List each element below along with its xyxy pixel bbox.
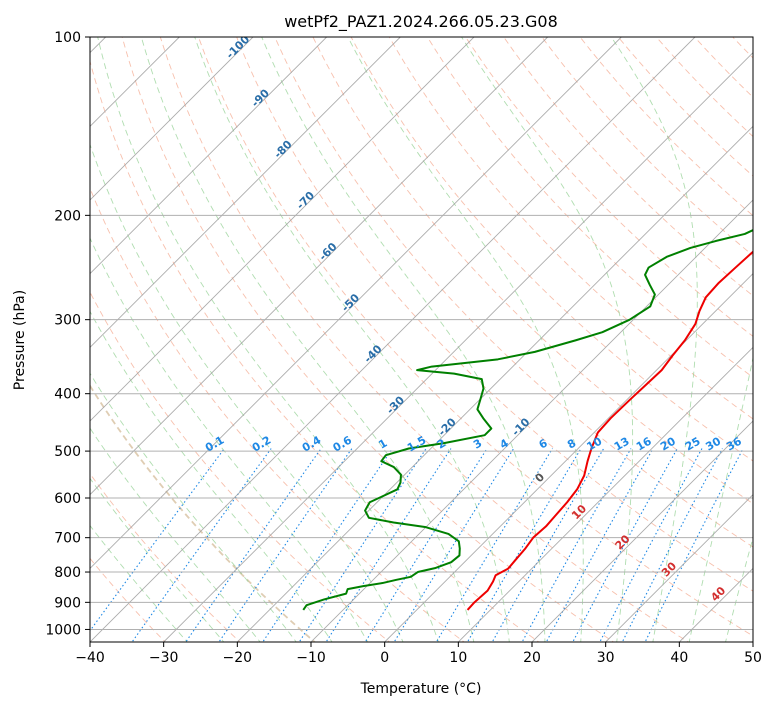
mixing-ratio-line xyxy=(298,448,427,642)
y-tick-label: 900 xyxy=(54,595,81,611)
mixing-ratio-line xyxy=(364,448,488,642)
x-tick-label: 40 xyxy=(670,650,688,666)
temperature-profile-line xyxy=(466,250,753,611)
x-tick-label: 30 xyxy=(597,650,615,666)
y-tick-label: 1000 xyxy=(45,622,81,638)
y-tick-label: 500 xyxy=(54,444,81,460)
isotherm-line xyxy=(310,199,753,642)
grid-lines xyxy=(90,37,753,642)
y-tick-label: 800 xyxy=(54,565,81,581)
mixing-ratio-line xyxy=(185,448,322,642)
isotherm-line xyxy=(605,494,753,642)
y-tick-label: 600 xyxy=(54,491,81,507)
profile-lines xyxy=(302,229,753,611)
mixing-ratio-line xyxy=(621,448,723,642)
isotherm-line xyxy=(458,346,753,642)
mixing-ratio-line xyxy=(393,448,515,642)
y-tick-label: 700 xyxy=(54,531,81,547)
isotherm-line xyxy=(90,37,696,642)
mixing-ratio-line xyxy=(435,448,553,642)
chart-title: wetPf2_PAZ1.2024.266.05.23.G08 xyxy=(284,12,558,32)
x-tick-label: 0 xyxy=(380,650,389,666)
x-tick-label: −40 xyxy=(75,650,105,666)
dry-adiabat-line xyxy=(312,37,753,505)
isotherm-line xyxy=(384,273,753,642)
dry-adiabat-line xyxy=(388,37,753,420)
plot-area xyxy=(90,37,753,642)
y-tick-label: 100 xyxy=(54,30,81,46)
x-tick-label: 10 xyxy=(449,650,467,666)
x-axis-label: Temperature (°C) xyxy=(360,681,482,697)
isotherm-line xyxy=(90,37,254,201)
isotherm-line xyxy=(90,37,548,496)
isotherm-line xyxy=(90,37,475,422)
y-axis-ticks: 100 200 300 400 500 600 700 800 900 1000 xyxy=(45,30,90,638)
isotherm-line xyxy=(90,37,327,275)
x-tick-label: −20 xyxy=(223,650,253,666)
y-tick-label: 300 xyxy=(54,313,81,329)
mixing-ratio-line xyxy=(218,448,353,642)
mixing-ratio-line xyxy=(521,448,632,642)
dry-adiabat-line xyxy=(426,37,753,378)
dry-adiabat-line xyxy=(198,37,753,637)
isotherm-line xyxy=(237,125,753,642)
isotherm-line xyxy=(531,420,753,642)
x-tick-label: 50 xyxy=(744,650,762,666)
isotherm-line xyxy=(90,37,401,348)
dry-adiabat-line xyxy=(159,37,690,642)
moist-adiabat-line xyxy=(90,143,404,642)
dry-adiabat-line xyxy=(503,37,753,297)
y-tick-label: 200 xyxy=(54,208,81,224)
mixing-ratio-line xyxy=(545,448,654,642)
x-tick-label: −30 xyxy=(149,650,179,666)
x-axis-ticks: −40 −30 −20 −10 0 10 20 30 40 50 xyxy=(75,642,762,666)
dewpoint-profile-line xyxy=(302,229,753,611)
isotherm-line xyxy=(90,37,622,569)
dry-adiabat-line xyxy=(274,37,753,548)
moist-adiabat-line xyxy=(90,237,369,642)
plot-frame xyxy=(89,36,754,643)
y-tick-label: 400 xyxy=(54,387,81,403)
x-tick-label: −10 xyxy=(296,650,326,666)
dry-adiabat-line xyxy=(465,37,753,337)
dry-adiabat-line xyxy=(350,37,753,462)
mixing-ratio-line xyxy=(131,448,272,642)
mixing-ratio-line xyxy=(262,448,393,642)
y-axis-label: Pressure (hPa) xyxy=(12,290,28,390)
mixing-ratio-line xyxy=(325,448,452,642)
x-tick-label: 20 xyxy=(523,650,541,666)
dry-adiabat-line xyxy=(236,37,753,592)
isotherm-line xyxy=(163,52,753,642)
